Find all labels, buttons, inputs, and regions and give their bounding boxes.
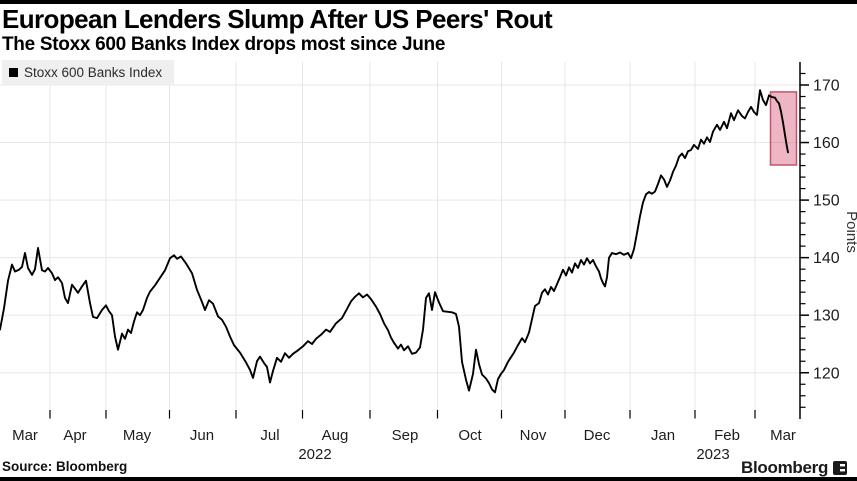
y-axis-title: Points: [843, 211, 857, 253]
month-label: Jan: [651, 427, 675, 444]
month-label: Mar: [770, 427, 796, 444]
page-subtitle: The Stoxx 600 Banks Index drops most sin…: [2, 34, 446, 55]
month-label: Nov: [520, 427, 547, 444]
month-label: Feb: [714, 427, 740, 444]
y-tick-label: 120: [813, 365, 840, 382]
y-tick-label: 140: [813, 250, 840, 267]
month-label: Dec: [584, 427, 611, 444]
bottom-border-bar: [0, 477, 857, 481]
y-tick-label: 160: [813, 135, 840, 152]
month-label: May: [123, 427, 152, 444]
month-label: Sep: [392, 427, 419, 444]
year-label: 2022: [298, 446, 331, 462]
bloomberg-wordmark: Bloomberg: [741, 458, 829, 477]
source-text: Source: Bloomberg: [2, 459, 128, 474]
legend-swatch-icon: [9, 68, 18, 77]
year-label: 2023: [696, 446, 729, 462]
y-tick-label: 130: [813, 308, 840, 325]
y-tick-label: 170: [813, 78, 840, 95]
y-tick-label: 150: [813, 193, 840, 210]
bloomberg-brand: Bloomberg: [741, 458, 848, 478]
month-label: Oct: [458, 427, 482, 444]
month-label: Mar: [12, 427, 38, 444]
month-label: Jun: [190, 427, 214, 444]
legend-label: Stoxx 600 Banks Index: [24, 65, 163, 80]
bloomberg-logo-icon: [833, 461, 848, 475]
month-label: Aug: [322, 427, 349, 444]
page-title: European Lenders Slump After US Peers' R…: [2, 4, 553, 34]
line-chart: 120 130 140 150 160 170 Points Mar Apr May Jun Jul A…: [0, 62, 857, 462]
top-border-bar: [0, 0, 857, 4]
month-label: Jul: [260, 427, 279, 444]
legend: Stoxx 600 Banks Index: [2, 60, 175, 85]
month-label: Apr: [63, 427, 86, 444]
index-line: [0, 89, 789, 394]
